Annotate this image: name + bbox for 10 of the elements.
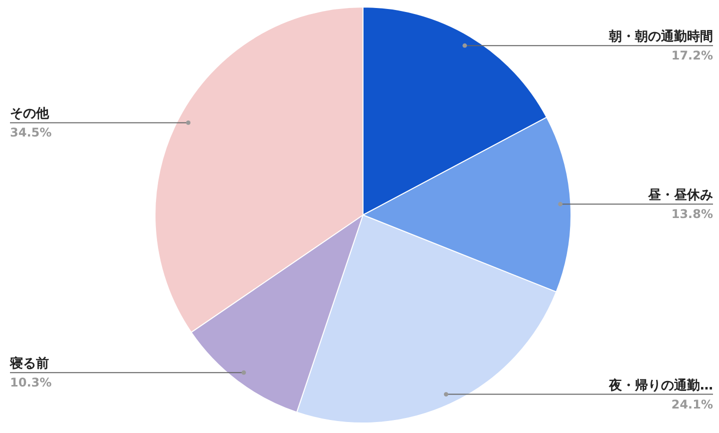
slice-label: 夜・帰りの通勤…: [608, 377, 713, 394]
data-label: 24.1%: [671, 397, 713, 412]
data-label: 13.8%: [671, 207, 713, 222]
slice-label: その他: [10, 106, 50, 122]
data-label: 17.2%: [671, 48, 713, 63]
data-label: 34.5%: [10, 126, 52, 140]
slice-label: 昼・昼休み: [647, 188, 713, 204]
slice-label: 朝・朝の通勤時間: [608, 28, 713, 45]
data-label: 10.3%: [10, 376, 52, 390]
slice-label: 寝る前: [9, 356, 49, 372]
